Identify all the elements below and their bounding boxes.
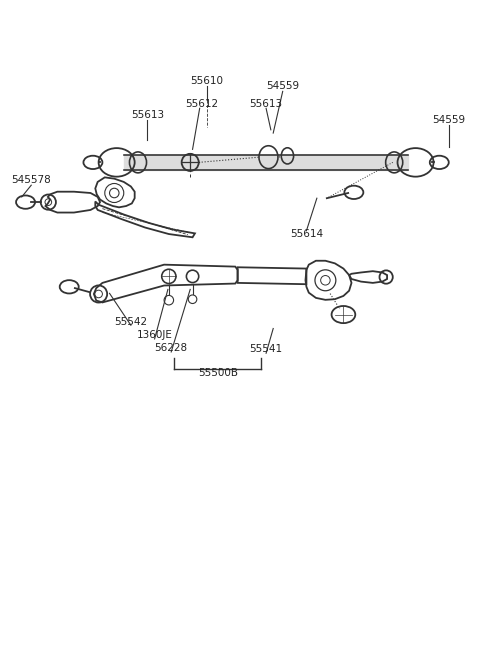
Text: 55500B: 55500B bbox=[199, 368, 239, 378]
Text: 55610: 55610 bbox=[190, 76, 223, 86]
Text: 54559: 54559 bbox=[432, 115, 465, 125]
Text: 545578: 545578 bbox=[12, 175, 51, 185]
Text: 1360JE: 1360JE bbox=[137, 330, 172, 340]
Text: 55614: 55614 bbox=[290, 229, 323, 239]
Text: 56228: 56228 bbox=[155, 343, 188, 353]
Text: 55613: 55613 bbox=[131, 110, 164, 120]
Text: 55541: 55541 bbox=[250, 344, 283, 354]
Text: 55613: 55613 bbox=[250, 99, 283, 109]
Text: 55542: 55542 bbox=[114, 317, 147, 327]
Text: 55612: 55612 bbox=[185, 99, 218, 109]
Text: 54559: 54559 bbox=[266, 81, 299, 91]
